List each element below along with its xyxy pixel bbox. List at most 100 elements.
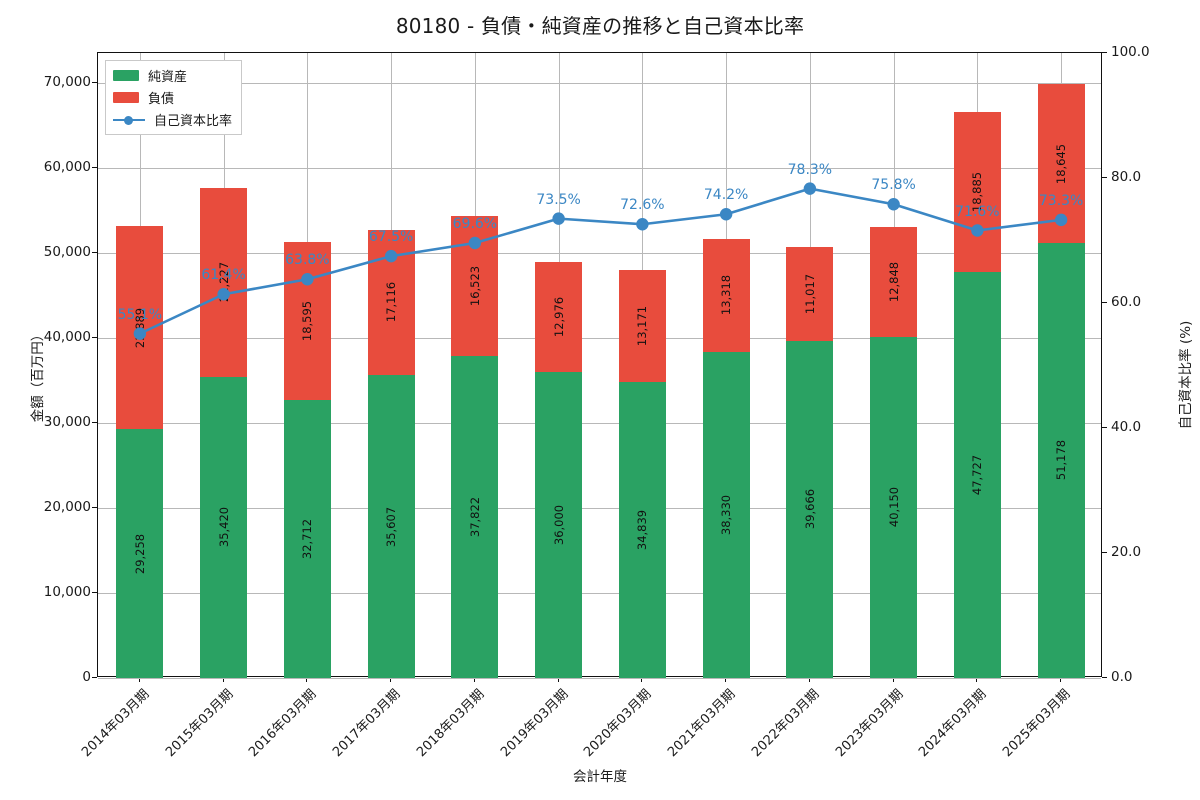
x-axis-tick-label: 2025年03月期 — [1000, 686, 1074, 761]
y-axis-right-tick-mark — [1102, 52, 1107, 53]
y-axis-left-tick-mark — [92, 421, 97, 423]
bar-liabilities[interactable] — [618, 269, 666, 382]
x-axis-tick-label: 2023年03月期 — [832, 686, 907, 761]
equity-ratio-value-label: 67.5% — [368, 229, 414, 246]
gridline-horizontal — [98, 337, 1101, 339]
y-axis-left-tick-label: 0 — [82, 669, 91, 685]
gridline-horizontal — [98, 82, 1101, 84]
bar-equity[interactable] — [786, 340, 834, 678]
equity-ratio-value-label: 71.6% — [955, 203, 1000, 220]
legend-item-equity-ratio[interactable]: 自己資本比率 — [113, 111, 233, 129]
bar-equity[interactable] — [116, 429, 164, 678]
equity-ratio-value-label: 75.8% — [871, 177, 916, 194]
x-axis-tick-label: 2016年03月期 — [246, 686, 320, 761]
y-axis-right-tick-label: 40.0 — [1111, 419, 1142, 435]
x-axis-label: 会計年度 — [573, 769, 627, 785]
bar-equity[interactable] — [200, 376, 248, 678]
y-axis-right-tick-mark — [1102, 552, 1107, 553]
y-axis-left-tick-mark — [92, 81, 97, 83]
bar-liabilities[interactable] — [116, 226, 164, 430]
equity-ratio-line — [139, 187, 1062, 335]
bar-liabilities[interactable] — [953, 111, 1001, 273]
equity-ratio-value-label: 78.3% — [787, 161, 833, 178]
x-axis-tick-mark — [892, 677, 894, 682]
y-axis-right-tick-label: 60.0 — [1111, 294, 1142, 310]
legend-item-liabilities[interactable]: 負債 — [113, 89, 232, 107]
x-axis-tick-mark — [808, 677, 810, 682]
chart-title: 80180 - 負債・純資産の推移と自己資本比率 — [395, 14, 805, 38]
x-axis-tick-mark — [725, 677, 727, 682]
gridline-horizontal — [98, 167, 1101, 169]
legend-label-equity-ratio: 自己資本比率 — [154, 114, 233, 129]
bar-equity[interactable] — [1037, 242, 1085, 678]
x-axis-tick-label: 2024年03月期 — [916, 686, 990, 761]
y-axis-right-tick-label: 100.0 — [1111, 44, 1150, 60]
x-axis-tick-mark — [473, 677, 475, 682]
x-axis-tick-mark — [641, 677, 643, 682]
x-axis-tick-mark — [222, 677, 224, 682]
line-series-layer — [133, 182, 1068, 340]
y-axis-left-tick-mark — [92, 336, 97, 338]
equity-ratio-value-label: 73.5% — [536, 191, 581, 208]
equity-ratio-value-label: 73.3% — [1038, 192, 1084, 209]
gridline-horizontal — [98, 507, 1101, 509]
bar-equity[interactable] — [283, 399, 331, 678]
y-axis-right-tick-mark — [1102, 677, 1107, 678]
y-axis-right-tick-mark — [1102, 302, 1107, 303]
legend-line-equity-ratio — [113, 114, 145, 125]
chart-legend[interactable]: 純資産 負債 自己資本比率 — [105, 60, 243, 135]
y-axis-left-label: 金額（百万円） — [30, 327, 46, 423]
gridline-horizontal — [98, 252, 1101, 254]
x-axis-tick-mark — [306, 677, 308, 682]
y-axis-left-tick-label: 50,000 — [43, 243, 91, 260]
equity-ratio-value-label: 63.8% — [285, 252, 330, 269]
y-axis-left-tick-label: 30,000 — [43, 413, 91, 430]
x-axis-tick-mark — [1060, 677, 1062, 682]
bar-liabilities[interactable] — [1037, 84, 1085, 243]
y-axis-right-tick-label: 0.0 — [1111, 669, 1133, 685]
y-axis-left-tick-label: 10,000 — [43, 583, 91, 600]
y-axis-right-tick-label: 80.0 — [1111, 169, 1142, 185]
bar-equity[interactable] — [870, 336, 918, 678]
x-axis-tick-label: 2022年03月期 — [749, 686, 823, 761]
legend-item-equity[interactable]: 純資産 — [113, 67, 232, 85]
bar-liabilities[interactable] — [702, 238, 750, 353]
y-axis-left-tick-mark — [92, 506, 97, 508]
x-axis-tick-label: 2014年03月期 — [79, 686, 153, 761]
y-axis-right-tick-mark — [1102, 177, 1107, 178]
legend-label-liabilities: 負債 — [148, 92, 175, 107]
y-axis-left-tick-label: 20,000 — [43, 498, 91, 515]
bar-liabilities[interactable] — [535, 261, 583, 372]
bar-equity[interactable] — [702, 352, 750, 678]
x-axis-tick-label: 2017年03月期 — [330, 686, 404, 761]
plot-inner: 29,258 23,889 35,420 22,227 32,712 18,595 35,6… — [98, 53, 1101, 679]
equity-ratio-value-label: 55.1% — [117, 306, 163, 323]
legend-swatch-equity — [113, 70, 139, 81]
bar-liabilities[interactable] — [786, 247, 834, 341]
gridline-horizontal — [98, 592, 1101, 594]
bar-liabilities[interactable] — [451, 215, 499, 357]
bar-equity[interactable] — [451, 356, 499, 678]
bar-liabilities[interactable] — [870, 227, 918, 337]
bar-equity[interactable] — [535, 371, 583, 678]
equity-ratio-value-label: 69.6% — [452, 216, 498, 232]
bar-equity[interactable] — [367, 375, 415, 678]
x-axis-tick-label: 2021年03月期 — [665, 686, 739, 761]
equity-ratio-value-label: 74.2% — [703, 187, 749, 204]
y-axis-left-tick-label: 40,000 — [43, 328, 91, 345]
y-axis-right-label: 自己資本比率 (%) — [1178, 320, 1194, 430]
bar-liabilities[interactable] — [367, 229, 415, 376]
x-axis-tick-mark — [976, 677, 978, 682]
x-axis-tick-mark — [557, 677, 559, 682]
y-axis-right-tick-mark — [1102, 427, 1107, 428]
y-axis-left-tick-mark — [92, 166, 97, 168]
y-axis-left-tick-label: 70,000 — [43, 73, 91, 90]
bar-equity[interactable] — [618, 381, 666, 678]
x-axis-tick-mark — [138, 677, 140, 682]
bar-equity[interactable] — [953, 272, 1001, 678]
legend-label-equity: 純資産 — [148, 70, 188, 85]
y-axis-left-tick-mark — [92, 591, 97, 593]
x-axis-tick-label: 2018年03月期 — [414, 686, 488, 761]
x-axis-tick-mark — [390, 677, 392, 682]
